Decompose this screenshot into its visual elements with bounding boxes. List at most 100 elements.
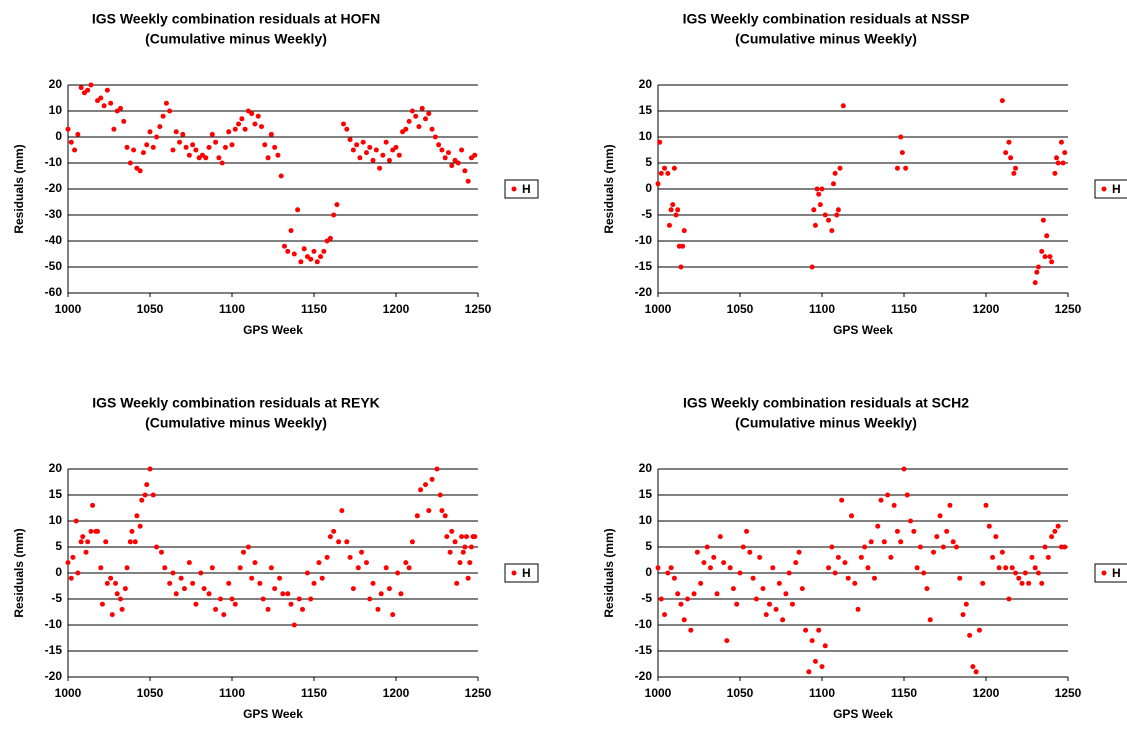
data-point [334, 202, 340, 208]
data-point [324, 554, 330, 560]
data-point [826, 565, 832, 571]
legend-marker [1101, 570, 1107, 576]
data-point [327, 534, 333, 540]
data-point [1009, 565, 1015, 571]
data-point [221, 612, 227, 618]
data-point [950, 539, 956, 545]
data-point [904, 492, 910, 498]
y-tick-label: -5 [51, 591, 62, 605]
data-point [167, 580, 173, 586]
x-tick-label: 1100 [219, 686, 245, 700]
data-point [767, 601, 773, 607]
data-point [452, 539, 458, 545]
data-point [375, 606, 381, 612]
y-tick-label: -20 [635, 669, 653, 683]
data-point [331, 528, 337, 534]
data-point [671, 575, 677, 581]
x-tick-label: 1050 [137, 686, 164, 700]
y-tick-label: 20 [639, 77, 653, 91]
data-point [842, 560, 848, 566]
data-point [947, 502, 953, 508]
data-point [245, 544, 251, 550]
data-point [1054, 155, 1060, 161]
data-point [370, 157, 376, 163]
data-point [119, 606, 125, 612]
data-point [432, 134, 438, 140]
data-point [811, 207, 817, 213]
data-point [442, 155, 448, 161]
data-point [181, 586, 187, 592]
data-point [898, 539, 904, 545]
data-point [1003, 150, 1009, 156]
data-point [934, 534, 940, 540]
data-point [457, 560, 463, 566]
data-point [999, 549, 1005, 555]
data-point [83, 549, 89, 555]
data-point [835, 207, 841, 213]
data-point [300, 606, 306, 612]
data-point [240, 549, 246, 555]
data-point [108, 100, 114, 106]
data-point [1006, 596, 1012, 602]
x-tick-label: 1050 [137, 302, 164, 316]
data-point [1062, 544, 1068, 550]
data-point [1062, 150, 1068, 156]
data-point [678, 264, 684, 270]
data-point [134, 513, 140, 519]
data-point [868, 539, 874, 545]
x-tick-label: 1050 [727, 686, 754, 700]
data-point [398, 591, 404, 597]
data-point [901, 466, 907, 472]
data-point [698, 580, 704, 586]
data-point [1003, 565, 1009, 571]
data-point [770, 565, 776, 571]
data-point [1006, 139, 1012, 145]
data-point [147, 129, 153, 135]
data-point [459, 147, 465, 153]
data-point [403, 126, 409, 132]
data-point [673, 212, 679, 218]
data-point [226, 580, 232, 586]
data-point [162, 565, 168, 571]
data-point [1042, 544, 1048, 550]
data-point [1044, 233, 1050, 239]
data-point [852, 580, 858, 586]
data-point [776, 580, 782, 586]
data-point [173, 129, 179, 135]
data-point [464, 534, 470, 540]
data-point [449, 163, 455, 169]
chart-panel: IGS Weekly combination residuals at SCH2… [602, 395, 1127, 721]
data-point [409, 539, 415, 545]
data-point [347, 137, 353, 143]
data-point [222, 144, 228, 150]
data-point [272, 586, 278, 592]
x-tick-label: 1050 [727, 302, 754, 316]
legend-box [504, 179, 539, 199]
data-point [465, 575, 471, 581]
data-point [280, 591, 286, 597]
data-point [304, 570, 310, 576]
data-point [359, 549, 365, 555]
data-point [1049, 259, 1055, 265]
data-point [316, 560, 322, 566]
data-point [216, 155, 222, 161]
data-point [717, 534, 723, 540]
data-point [193, 601, 199, 607]
data-point [662, 612, 668, 618]
data-point [1019, 580, 1025, 586]
data-point [1047, 254, 1053, 260]
y-tick-label: 20 [639, 461, 653, 475]
x-tick-label: 1150 [891, 302, 917, 316]
data-point [285, 248, 291, 254]
data-point [953, 544, 959, 550]
data-point [347, 554, 353, 560]
data-point [439, 147, 445, 153]
data-point [360, 139, 366, 145]
data-point [688, 627, 694, 633]
data-point [265, 155, 271, 161]
data-point [1052, 528, 1058, 534]
chart-subtitle: (Cumulative minus Weekly) [145, 415, 327, 431]
data-point [390, 612, 396, 618]
data-point [160, 113, 166, 119]
data-point [354, 142, 360, 148]
